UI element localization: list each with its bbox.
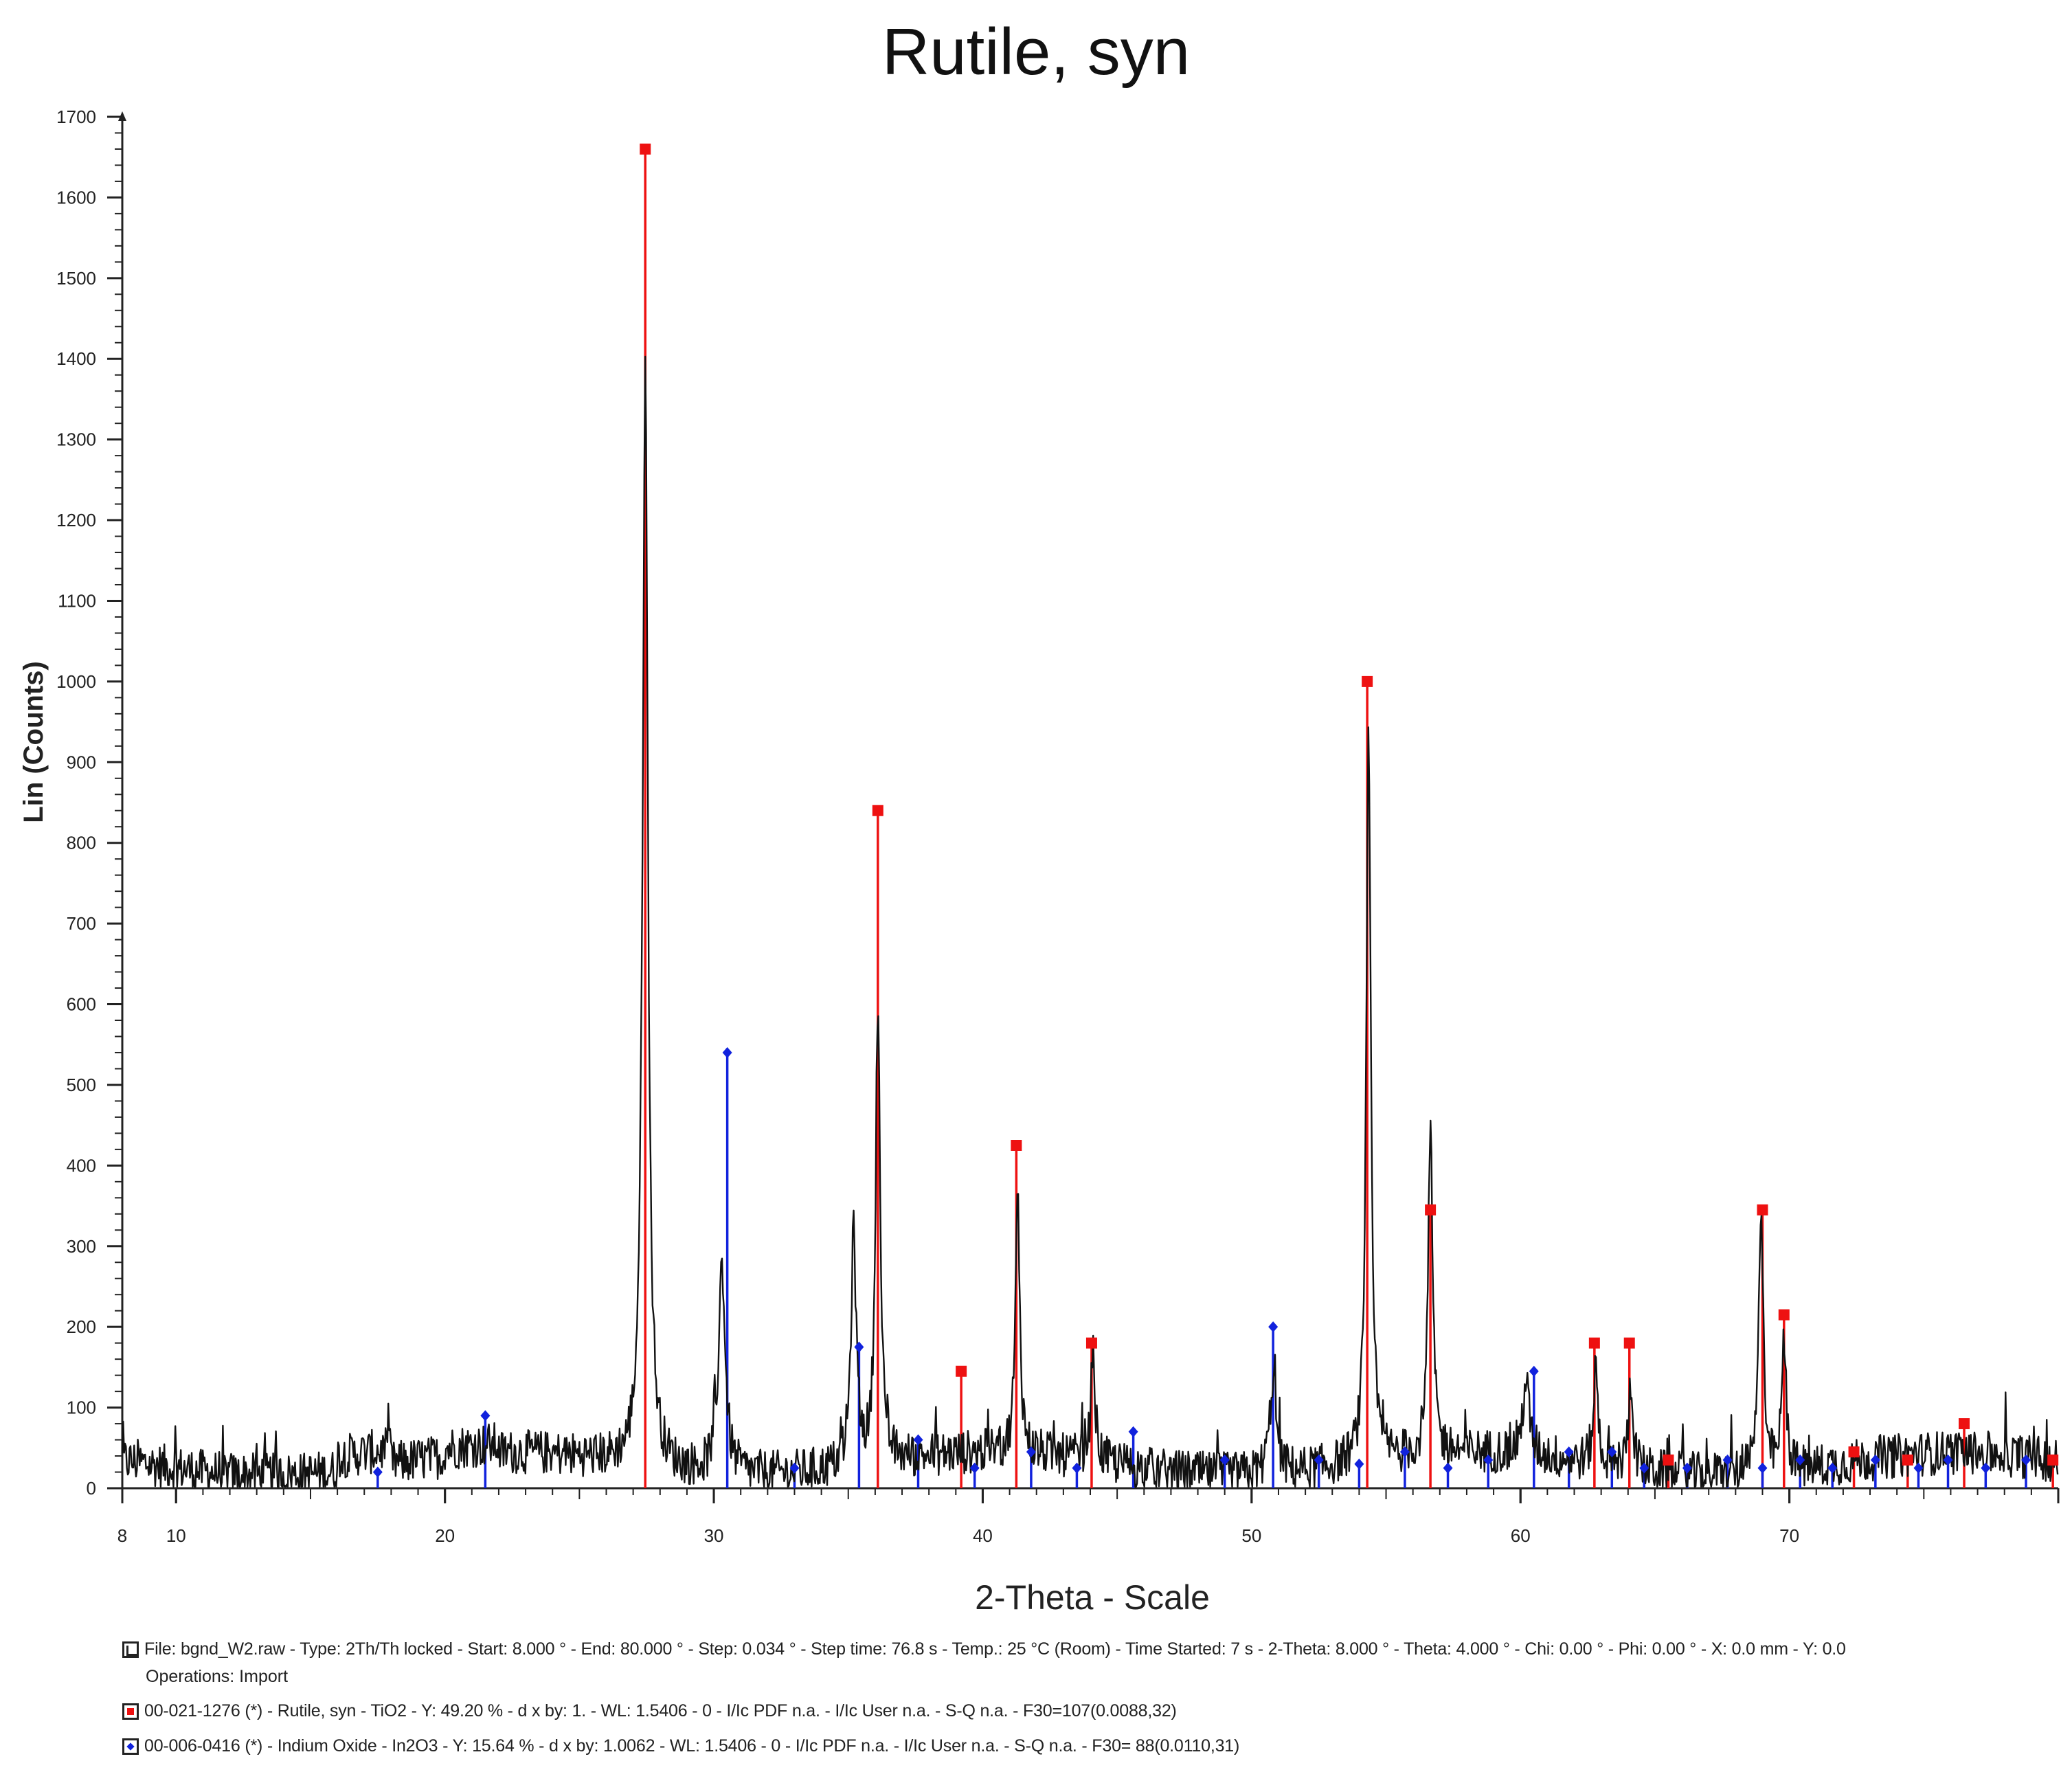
indium-oxide-marker: [1607, 1446, 1617, 1458]
indium-oxide-marker: [1268, 1321, 1279, 1333]
x-tick-label: 50: [1241, 1525, 1261, 1546]
indium-oxide-marker: [1795, 1454, 1805, 1466]
indium-oxide-marker: [1026, 1446, 1036, 1458]
y-tick-label: 100: [67, 1398, 96, 1418]
legend-operations: Operations: Import: [146, 1667, 289, 1686]
indium-oxide-marker: [1219, 1454, 1230, 1466]
indium-oxide-marker: [2021, 1454, 2031, 1466]
y-tick-label: 1600: [56, 187, 96, 208]
x-axis-ticks: 8 10 20 30 40 50 60 70: [117, 1488, 2060, 1546]
measured-pattern-line: [121, 355, 2059, 1488]
indium-oxide-marker: [1682, 1462, 1692, 1474]
reference-sticks: [376, 148, 2054, 1488]
indium-oxide-marker: [1722, 1454, 1733, 1466]
indium-oxide-marker: [969, 1462, 980, 1474]
indium-oxide-marker: [1443, 1462, 1453, 1474]
indium-oxide-marker: [1529, 1365, 1539, 1377]
rutile-marker: [1848, 1446, 1860, 1458]
legend-raw-file: File: bgnd_W2.raw - Type: 2Th/Th locked …: [122, 1639, 1846, 1659]
indium-oxide-marker: [789, 1462, 800, 1474]
x-tick-label: 30: [704, 1525, 724, 1546]
legend-raw-text: File: bgnd_W2.raw - Type: 2Th/Th locked …: [144, 1639, 1846, 1659]
rutile-marker: [872, 805, 883, 816]
red-square-icon: [122, 1703, 139, 1720]
indium-oxide-marker: [1564, 1446, 1574, 1458]
legend-indium-text: 00-006-0416 (*) - Indium Oxide - In2O3 -…: [144, 1736, 1240, 1756]
rutile-marker: [1778, 1309, 1790, 1321]
x-tick-label: 60: [1511, 1525, 1531, 1546]
legend-rutile-text: 00-021-1276 (*) - Rutile, syn - TiO2 - Y…: [144, 1701, 1177, 1720]
y-tick-label: 1400: [56, 348, 96, 369]
raw-file-icon: [122, 1641, 139, 1658]
indium-oxide-marker: [1913, 1462, 1924, 1474]
x-tick-label: 40: [973, 1525, 993, 1546]
y-tick-label: 1500: [56, 268, 96, 289]
rutile-marker: [1425, 1204, 1437, 1215]
blue-diamond-icon: [122, 1738, 139, 1755]
indium-oxide-marker: [1314, 1454, 1324, 1466]
legend-rutile: 00-021-1276 (*) - Rutile, syn - TiO2 - Y…: [122, 1701, 1177, 1721]
indium-oxide-marker: [1072, 1462, 1082, 1474]
indium-oxide-marker: [854, 1341, 864, 1353]
legend-indium: 00-006-0416 (*) - Indium Oxide - In2O3 -…: [122, 1736, 1239, 1756]
indium-oxide-marker: [1639, 1462, 1649, 1474]
y-tick-label: 200: [67, 1316, 96, 1337]
indium-oxide-marker: [1354, 1458, 1364, 1470]
x-tick-label: 10: [166, 1525, 186, 1546]
rutile-marker: [1085, 1337, 1097, 1349]
y-tick-label: 1000: [56, 671, 96, 692]
rutile-marker: [1588, 1337, 1600, 1349]
y-tick-label: 1100: [58, 590, 96, 611]
y-tick-label: 300: [67, 1236, 96, 1257]
indium-oxide-marker: [1827, 1462, 1838, 1474]
indium-oxide-marker: [1483, 1454, 1494, 1466]
indium-oxide-marker: [1128, 1426, 1138, 1437]
y-tick-label: 800: [67, 833, 96, 853]
x-tick-label: 20: [435, 1525, 455, 1546]
y-tick-label: 0: [87, 1478, 96, 1499]
indium-oxide-marker: [913, 1434, 923, 1446]
rutile-marker: [1663, 1454, 1674, 1466]
x-tick-label: 8: [117, 1525, 127, 1546]
y-axis-ticks: 0 100 200 300 400 500 600 700 800 900 1000 1100 1200…: [56, 106, 122, 1499]
y-tick-label: 500: [67, 1075, 96, 1095]
indium-oxide-marker: [372, 1466, 383, 1478]
chart-title: Rutile, syn: [882, 15, 1190, 89]
indium-oxide-marker: [1943, 1454, 1953, 1466]
y-tick-label: 600: [67, 994, 96, 1015]
y-tick-label: 700: [67, 913, 96, 934]
y-axis-label: Lin (Counts): [19, 661, 49, 823]
y-tick-label: 1300: [56, 429, 96, 450]
y-axis-arrow: [118, 111, 126, 121]
rutile-marker: [2047, 1454, 2059, 1466]
rutile-marker: [1011, 1140, 1022, 1151]
y-tick-label: 900: [67, 752, 96, 772]
rutile-marker: [1959, 1418, 1970, 1430]
rutile-marker: [640, 143, 651, 155]
indium-oxide-marker: [480, 1410, 491, 1422]
x-axis-label: 2-Theta - Scale: [975, 1578, 1210, 1617]
reference-markers: [372, 143, 2059, 1478]
y-tick-label: 400: [67, 1155, 96, 1176]
rutile-marker: [956, 1365, 967, 1377]
y-tick-label: 1700: [56, 106, 96, 127]
y-tick-label: 1200: [56, 510, 96, 530]
rutile-marker: [1623, 1337, 1635, 1349]
rutile-marker: [1902, 1454, 1913, 1466]
rutile-marker: [1362, 675, 1373, 687]
x-tick-label: 70: [1779, 1525, 1799, 1546]
indium-oxide-marker: [1981, 1462, 1991, 1474]
indium-oxide-marker: [722, 1046, 732, 1058]
rutile-marker: [1757, 1204, 1768, 1215]
indium-oxide-marker: [1870, 1454, 1880, 1466]
indium-oxide-marker: [1399, 1446, 1410, 1458]
indium-oxide-marker: [1757, 1462, 1768, 1474]
